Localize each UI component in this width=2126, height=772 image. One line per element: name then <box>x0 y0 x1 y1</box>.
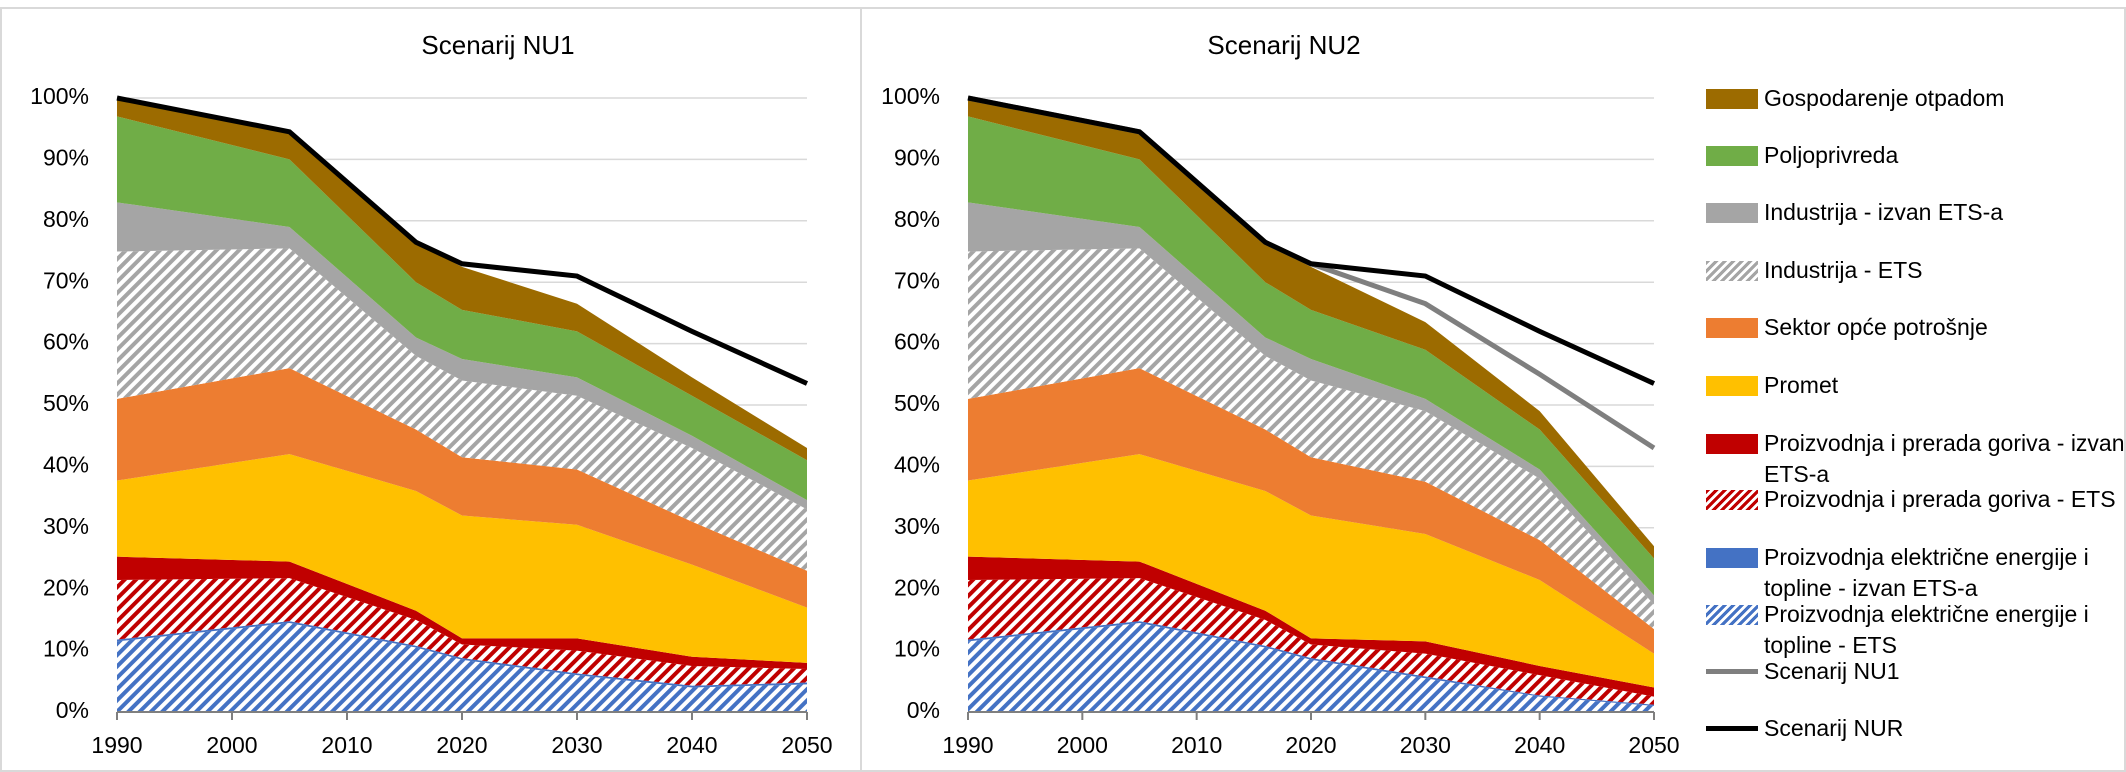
legend-label: Poljoprivreda <box>1764 142 1899 168</box>
area <box>968 116 1654 596</box>
y-tick-label: 100% <box>881 83 940 109</box>
legend-item: Industrija - izvan ETS-a <box>1706 197 2126 228</box>
y-tick-label: 30% <box>894 513 940 539</box>
x-tick-label: 1990 <box>91 732 142 758</box>
y-tick-label: 70% <box>894 267 940 293</box>
legend-item: Promet <box>1706 370 2126 401</box>
area <box>117 578 807 686</box>
area <box>117 622 807 712</box>
legend-swatch <box>1706 261 1758 281</box>
legend-label: Gospodarenje otpadom <box>1764 85 2005 111</box>
legend-label: Proizvodnja i prerada goriva - ETS <box>1764 486 2116 512</box>
y-tick-label: 0% <box>56 697 89 723</box>
legend-swatch <box>1706 318 1758 338</box>
x-tick-label: 2030 <box>551 732 602 758</box>
frame <box>0 7 2126 772</box>
x-tick-label: 2020 <box>436 732 487 758</box>
area <box>968 454 1654 688</box>
x-tick-label: 2000 <box>1057 732 1108 758</box>
y-tick-label: 90% <box>894 144 940 170</box>
x-tick-label: 2010 <box>321 732 372 758</box>
legend-label: Sektor opće potrošnje <box>1764 314 1988 340</box>
area <box>117 556 807 670</box>
y-tick-label: 90% <box>43 144 89 170</box>
line <box>967 95 1656 386</box>
y-tick-label: 10% <box>894 636 940 662</box>
y-tick-label: 10% <box>43 636 89 662</box>
area <box>968 368 1654 654</box>
area <box>968 578 1654 705</box>
y-tick-label: 100% <box>30 83 89 109</box>
area <box>968 622 1654 712</box>
y-tick-label: 20% <box>894 574 940 600</box>
legend-swatch <box>1706 490 1758 510</box>
legend-swatch <box>1706 434 1758 454</box>
y-tick-label: 80% <box>894 206 940 232</box>
legend-swatch <box>1706 605 1758 625</box>
area <box>117 454 807 663</box>
legend-swatch <box>1706 146 1758 166</box>
x-tick-label: 2010 <box>1171 732 1222 758</box>
legend-label: Scenarij NU1 <box>1764 658 1900 684</box>
y-tick-label: 20% <box>43 574 89 600</box>
legend-label: Proizvodnja električne energije i toplin… <box>1764 544 2089 601</box>
x-tick-label: 2000 <box>206 732 257 758</box>
area <box>968 248 1654 630</box>
legend-item: Proizvodnja i prerada goriva - ETS <box>1706 484 2126 515</box>
area <box>117 248 807 571</box>
legend-item: Scenarij NUR <box>1706 713 2126 744</box>
area <box>968 556 1654 697</box>
line <box>116 95 809 386</box>
chart-title: Scenarij NU1 <box>421 30 574 60</box>
legend-swatch <box>1706 726 1758 731</box>
x-tick-label: 2020 <box>1285 732 1336 758</box>
legend-label: Industrija - ETS <box>1764 257 1923 283</box>
legend-item: Proizvodnja električne energije i toplin… <box>1706 542 2126 604</box>
area <box>968 202 1654 605</box>
legend-label: Scenarij NUR <box>1764 715 1904 741</box>
chart-title: Scenarij NU2 <box>1207 30 1360 60</box>
legend-label: Proizvodnja i prerada goriva - izvan ETS… <box>1764 430 2125 487</box>
area <box>117 98 807 461</box>
legend-swatch <box>1706 89 1758 109</box>
area <box>117 116 807 501</box>
legend-swatch <box>1706 548 1758 568</box>
y-tick-label: 60% <box>894 329 940 355</box>
x-tick-label: 1990 <box>942 732 993 758</box>
legend-item: Gospodarenje otpadom <box>1706 83 2126 114</box>
y-tick-label: 80% <box>43 206 89 232</box>
area <box>117 202 807 510</box>
legend-item: Poljoprivreda <box>1706 140 2126 171</box>
legend-swatch <box>1706 669 1758 674</box>
legend-item: Proizvodnja i prerada goriva - izvan ETS… <box>1706 428 2126 490</box>
legend-label: Industrija - izvan ETS-a <box>1764 199 2004 225</box>
legend-swatch <box>1706 203 1758 223</box>
y-tick-label: 60% <box>43 329 89 355</box>
area <box>117 368 807 608</box>
legend-item: Proizvodnja električne energije i toplin… <box>1706 599 2126 661</box>
x-tick-label: 2030 <box>1400 732 1451 758</box>
y-tick-label: 0% <box>907 697 940 723</box>
y-tick-label: 40% <box>43 451 89 477</box>
y-tick-label: 50% <box>43 390 89 416</box>
x-tick-label: 2050 <box>1628 732 1679 758</box>
legend-item: Scenarij NU1 <box>1706 656 2126 687</box>
legend-item: Industrija - ETS <box>1706 255 2126 286</box>
y-tick-label: 50% <box>894 390 940 416</box>
y-tick-label: 30% <box>43 513 89 539</box>
y-tick-label: 40% <box>894 451 940 477</box>
y-tick-label: 70% <box>43 267 89 293</box>
x-tick-label: 2040 <box>666 732 717 758</box>
legend-label: Proizvodnja električne energije i toplin… <box>1764 601 2089 658</box>
legend-item: Sektor opće potrošnje <box>1706 312 2126 343</box>
x-tick-label: 2040 <box>1514 732 1565 758</box>
legend-swatch <box>1706 376 1758 396</box>
legend-label: Promet <box>1764 372 1839 398</box>
x-tick-label: 2050 <box>781 732 832 758</box>
